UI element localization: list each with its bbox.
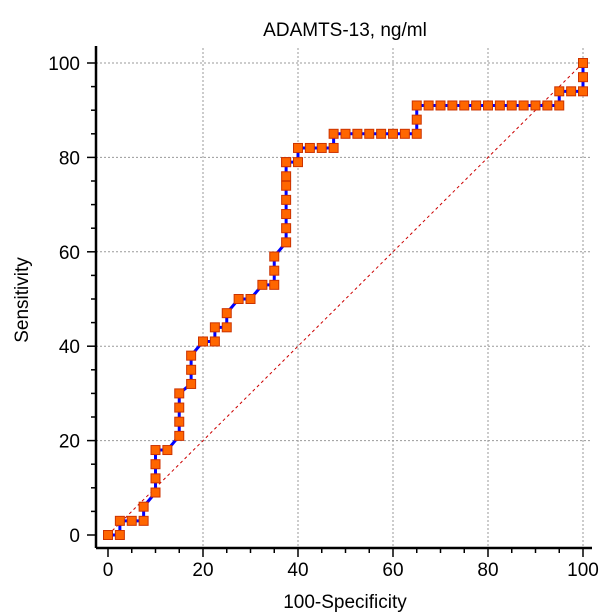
roc-point-marker (163, 446, 172, 455)
roc-point-marker (377, 129, 386, 138)
roc-point-marker (567, 87, 576, 96)
roc-point-marker (282, 224, 291, 233)
roc-point-marker (127, 516, 136, 525)
roc-point-marker (507, 101, 516, 110)
roc-point-marker (531, 101, 540, 110)
grid-layer (96, 48, 592, 548)
roc-point-marker (210, 337, 219, 346)
roc-point-marker (579, 87, 588, 96)
roc-point-marker (139, 502, 148, 511)
roc-point-marker (175, 417, 184, 426)
roc-point-marker (424, 101, 433, 110)
roc-point-marker (115, 516, 124, 525)
y-axis-label: Sensitivity (12, 257, 33, 343)
roc-point-marker (294, 143, 303, 152)
roc-point-marker (187, 365, 196, 374)
roc-point-marker (282, 195, 291, 204)
roc-point-marker (175, 389, 184, 398)
x-tick-label: 60 (382, 560, 403, 581)
roc-point-marker (199, 337, 208, 346)
roc-point-marker (115, 531, 124, 540)
y-tick-label: 40 (59, 337, 80, 358)
roc-point-marker (519, 101, 528, 110)
x-tick-label: 0 (103, 560, 114, 581)
roc-point-marker (270, 280, 279, 289)
roc-point-marker (448, 101, 457, 110)
roc-point-marker (175, 403, 184, 412)
x-axis-label: 100-Specificity (283, 592, 407, 613)
roc-point-marker (151, 474, 160, 483)
roc-point-marker (294, 158, 303, 167)
roc-point-marker (222, 309, 231, 318)
x-tick-label: 20 (192, 560, 213, 581)
roc-point-marker (305, 143, 314, 152)
roc-point-marker (365, 129, 374, 138)
roc-point-marker (222, 323, 231, 332)
chart-title: ADAMTS-13, ng/ml (263, 20, 427, 41)
x-tick-label: 100 (567, 560, 599, 581)
roc-point-marker (282, 210, 291, 219)
y-tick-label: 80 (59, 148, 80, 169)
roc-point-marker (282, 158, 291, 167)
x-tick-label: 40 (287, 560, 308, 581)
roc-point-marker (579, 59, 588, 68)
roc-point-marker (543, 101, 552, 110)
roc-point-marker (472, 101, 481, 110)
roc-point-marker (234, 295, 243, 304)
roc-point-marker (484, 101, 493, 110)
roc-point-marker (389, 129, 398, 138)
roc-point-marker (412, 129, 421, 138)
y-tick-label: 0 (69, 526, 80, 547)
x-tick-label: 80 (477, 560, 498, 581)
roc-point-marker (329, 143, 338, 152)
roc-point-marker (495, 101, 504, 110)
roc-point-marker (400, 129, 409, 138)
roc-point-marker (258, 280, 267, 289)
roc-point-marker (139, 516, 148, 525)
roc-point-marker (246, 295, 255, 304)
roc-point-marker (555, 101, 564, 110)
roc-point-marker (104, 531, 113, 540)
roc-point-marker (555, 87, 564, 96)
roc-point-marker (282, 172, 291, 181)
roc-point-marker (460, 101, 469, 110)
axes-layer: 0 20 40 60 80 100 0 20 40 60 80 100 (48, 46, 599, 581)
roc-point-marker (270, 252, 279, 261)
roc-point-marker (151, 460, 160, 469)
y-tick-label: 60 (59, 243, 80, 264)
roc-point-marker (317, 143, 326, 152)
roc-point-marker (187, 379, 196, 388)
roc-point-marker (412, 101, 421, 110)
roc-point-marker (151, 488, 160, 497)
roc-point-marker (270, 266, 279, 275)
y-tick-label: 100 (48, 54, 80, 75)
roc-point-marker (151, 446, 160, 455)
roc-point-marker (210, 323, 219, 332)
roc-point-marker (436, 101, 445, 110)
marker-layer (104, 59, 588, 540)
roc-point-marker (187, 351, 196, 360)
y-tick-label: 20 (59, 432, 80, 453)
roc-point-marker (282, 238, 291, 247)
roc-point-marker (341, 129, 350, 138)
roc-point-marker (329, 129, 338, 138)
roc-point-marker (175, 431, 184, 440)
roc-point-marker (353, 129, 362, 138)
roc-point-marker (412, 115, 421, 124)
roc-point-marker (579, 73, 588, 82)
roc-point-marker (282, 181, 291, 190)
